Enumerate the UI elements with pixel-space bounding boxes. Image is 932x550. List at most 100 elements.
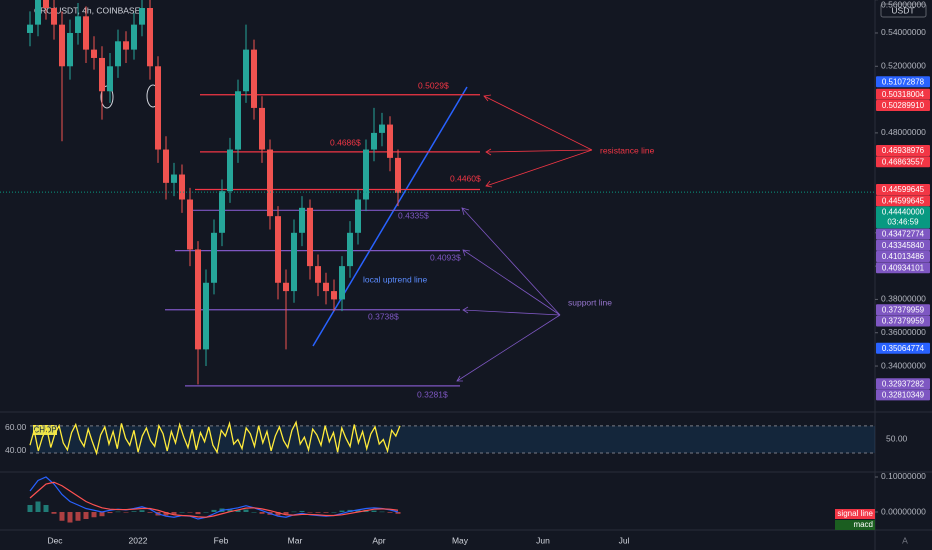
histogram-bar — [99, 512, 105, 517]
price-tag — [876, 304, 930, 316]
histogram-bar — [51, 512, 57, 514]
price-tag — [876, 76, 930, 88]
candle-body — [35, 0, 41, 25]
candle-body — [59, 24, 65, 67]
price-tag — [876, 228, 930, 240]
price-tag-label: 0.43472774 — [882, 230, 925, 239]
time-label: Dec — [47, 535, 63, 545]
price-tag — [876, 251, 930, 263]
candle-body — [347, 232, 353, 267]
candle-body — [267, 149, 273, 217]
price-tag-label: 0.40934101 — [882, 263, 925, 272]
candle-body — [43, 0, 49, 8]
histogram-bar — [251, 512, 257, 513]
histogram-bar — [379, 511, 385, 513]
price-tag-label: 0.43345840 — [882, 241, 925, 250]
uptrend-line — [312, 86, 468, 347]
histogram-bar — [43, 505, 49, 513]
time-label: May — [452, 535, 469, 545]
candle-body — [195, 249, 201, 350]
resistance-arrows — [483, 94, 593, 188]
histogram-bar — [83, 512, 89, 520]
y-tick-label: 60.00 — [5, 422, 27, 432]
trend-label: local uptrend line — [363, 274, 428, 284]
candle-body — [75, 16, 81, 33]
histogram-bar — [275, 512, 281, 516]
indicator-tag — [33, 425, 57, 435]
histogram-bar — [307, 512, 313, 513]
axis-unit: USDT — [891, 5, 914, 15]
price-tag-label: 0.41013486 — [882, 252, 925, 261]
support-label: support line — [568, 297, 612, 307]
histogram-bar — [35, 501, 41, 513]
candle-body — [379, 124, 385, 133]
histogram-bar — [283, 512, 289, 515]
y-tick-label: 50.00 — [886, 434, 908, 444]
candle-body — [203, 282, 209, 350]
price-tag-label: 0.46863557 — [882, 157, 925, 166]
y-tick-label: 0.56000000 — [881, 0, 926, 9]
price-tag-label: 0.50289910 — [882, 101, 925, 110]
y-tick-label: 40.00 — [5, 445, 27, 455]
candle-body — [139, 7, 145, 25]
histogram-bar — [243, 509, 249, 513]
histogram-bar — [123, 512, 129, 513]
candle-body — [91, 49, 97, 58]
histogram-bar — [211, 509, 217, 513]
histogram-bar — [107, 512, 113, 514]
candle-body — [219, 191, 225, 233]
price-tag-label: 0.50318004 — [882, 90, 925, 99]
price-tag — [876, 378, 930, 390]
price-tag-label: 0.35064774 — [882, 344, 925, 353]
legend-tag — [835, 509, 875, 519]
y-tick-label: 0.36000000 — [881, 327, 926, 337]
level-label: 0.4460$ — [450, 173, 481, 183]
histogram-bar — [67, 512, 73, 523]
price-tag — [876, 88, 930, 100]
histogram-bar — [355, 509, 361, 513]
candle-body — [107, 66, 113, 92]
time-label: Jun — [536, 535, 550, 545]
price-tag — [876, 239, 930, 251]
histogram-bar — [331, 512, 337, 513]
histogram-bar — [131, 511, 137, 513]
price-tag-label: 0.37379959 — [882, 305, 925, 314]
price-tag-label: 0.32937282 — [882, 379, 925, 388]
price-tag — [876, 342, 930, 354]
candle-body — [147, 7, 153, 67]
current-price-label: 0.44440000 — [882, 208, 925, 217]
level-label: 0.4093$ — [430, 252, 461, 262]
candle-body — [259, 107, 265, 150]
resistance-label: resistance line — [600, 145, 655, 155]
histogram-bar — [203, 512, 209, 513]
histogram-bar — [323, 512, 329, 513]
candle-body — [227, 149, 233, 192]
histogram-bar — [59, 512, 65, 521]
candle-body — [307, 207, 313, 267]
price-tag — [876, 389, 930, 401]
y-tick-label: 0.54000000 — [881, 27, 926, 37]
countdown: 03:46:59 — [887, 218, 919, 227]
legend-label: signal line — [837, 509, 873, 518]
candle-body — [51, 7, 57, 25]
candle-body — [243, 49, 249, 92]
histogram-bar — [315, 512, 321, 513]
candle-body — [27, 24, 33, 33]
price-tag — [876, 145, 930, 157]
price-tag — [876, 156, 930, 168]
candle-body — [131, 24, 137, 50]
y-tick-label: 0.38000000 — [881, 294, 926, 304]
unit-box — [880, 3, 927, 18]
level-label: 0.4335$ — [398, 210, 429, 220]
candle-body — [323, 282, 329, 292]
price-tag-label: 0.46938976 — [882, 146, 925, 155]
time-label: Feb — [214, 535, 229, 545]
level-label: 0.5029$ — [418, 80, 449, 90]
auto-button[interactable]: A — [902, 535, 908, 545]
level-label: 0.3281$ — [417, 389, 448, 399]
price-tag-label: 0.32810349 — [882, 391, 925, 400]
candle-body — [115, 41, 121, 67]
candle-body — [331, 291, 337, 300]
histogram-bar — [227, 509, 233, 513]
